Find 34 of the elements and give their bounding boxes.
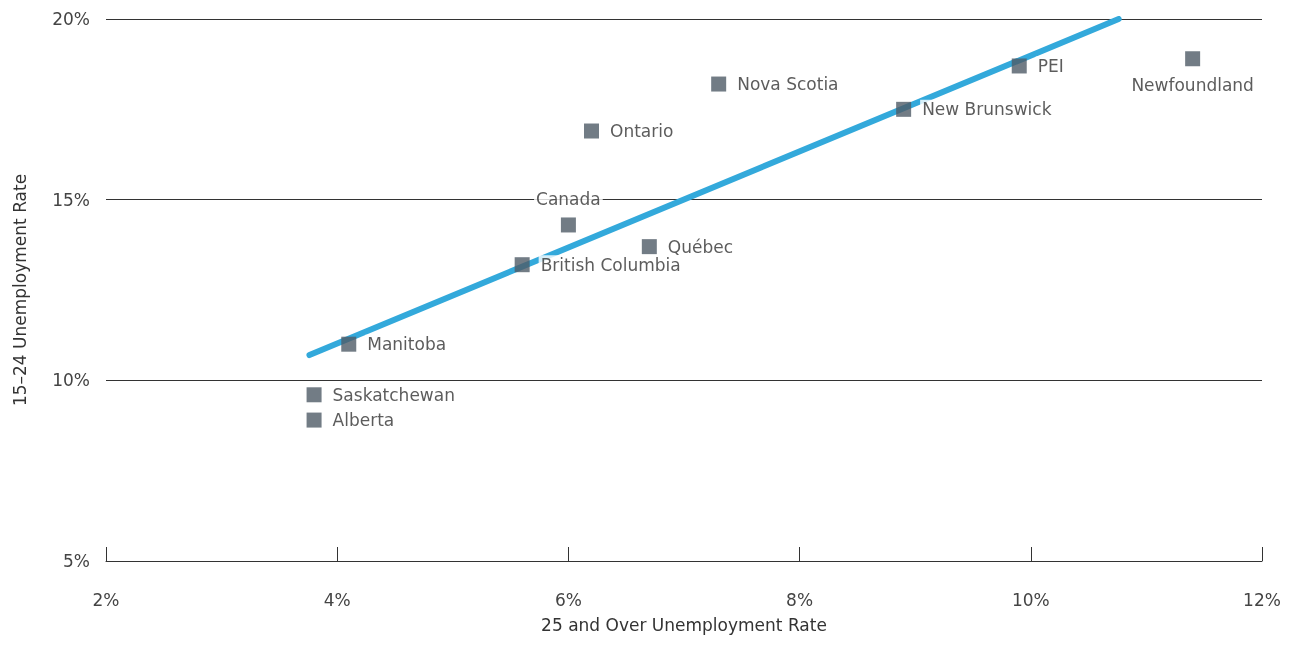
point bbox=[306, 387, 322, 403]
y-tick-label: 10% bbox=[52, 370, 90, 391]
series-label: British Columbia bbox=[540, 254, 681, 275]
point bbox=[560, 217, 576, 233]
y-tick-label: 5% bbox=[63, 551, 90, 571]
series-label: Saskatchewan bbox=[332, 384, 455, 405]
x-axis-title: 25 and Over Unemployment Rate bbox=[541, 614, 827, 635]
x-tick-label: 8% bbox=[786, 589, 814, 610]
point bbox=[896, 101, 912, 117]
x-tick-label: 6% bbox=[554, 589, 582, 610]
series-label: PEI bbox=[1037, 55, 1064, 76]
point bbox=[514, 257, 530, 273]
y-tick-label: 20% bbox=[52, 9, 90, 29]
series-label: Ontario bbox=[610, 121, 674, 142]
series-label: Québec bbox=[667, 236, 734, 257]
x-tick-label: 4% bbox=[323, 589, 351, 610]
point bbox=[306, 412, 322, 428]
y-axis-title: 15–24 Unemployment Rate bbox=[9, 173, 30, 407]
series-label: Canada bbox=[536, 188, 601, 209]
series-label: Newfoundland bbox=[1131, 74, 1254, 95]
series-label: New Brunswick bbox=[922, 99, 1052, 120]
series-label: Manitoba bbox=[367, 334, 447, 355]
x-tick-label: 10% bbox=[1011, 589, 1050, 610]
point bbox=[584, 123, 600, 139]
point bbox=[641, 239, 657, 255]
x-tick-label: 2% bbox=[92, 589, 120, 610]
point bbox=[1011, 58, 1027, 74]
series-label: Alberta bbox=[332, 410, 395, 431]
x-tick-label: 12% bbox=[1243, 589, 1281, 610]
point bbox=[1185, 51, 1201, 67]
point bbox=[341, 336, 357, 352]
y-tick-label: 15% bbox=[52, 189, 90, 210]
series-label: Nova Scotia bbox=[737, 74, 839, 95]
point bbox=[711, 76, 727, 92]
